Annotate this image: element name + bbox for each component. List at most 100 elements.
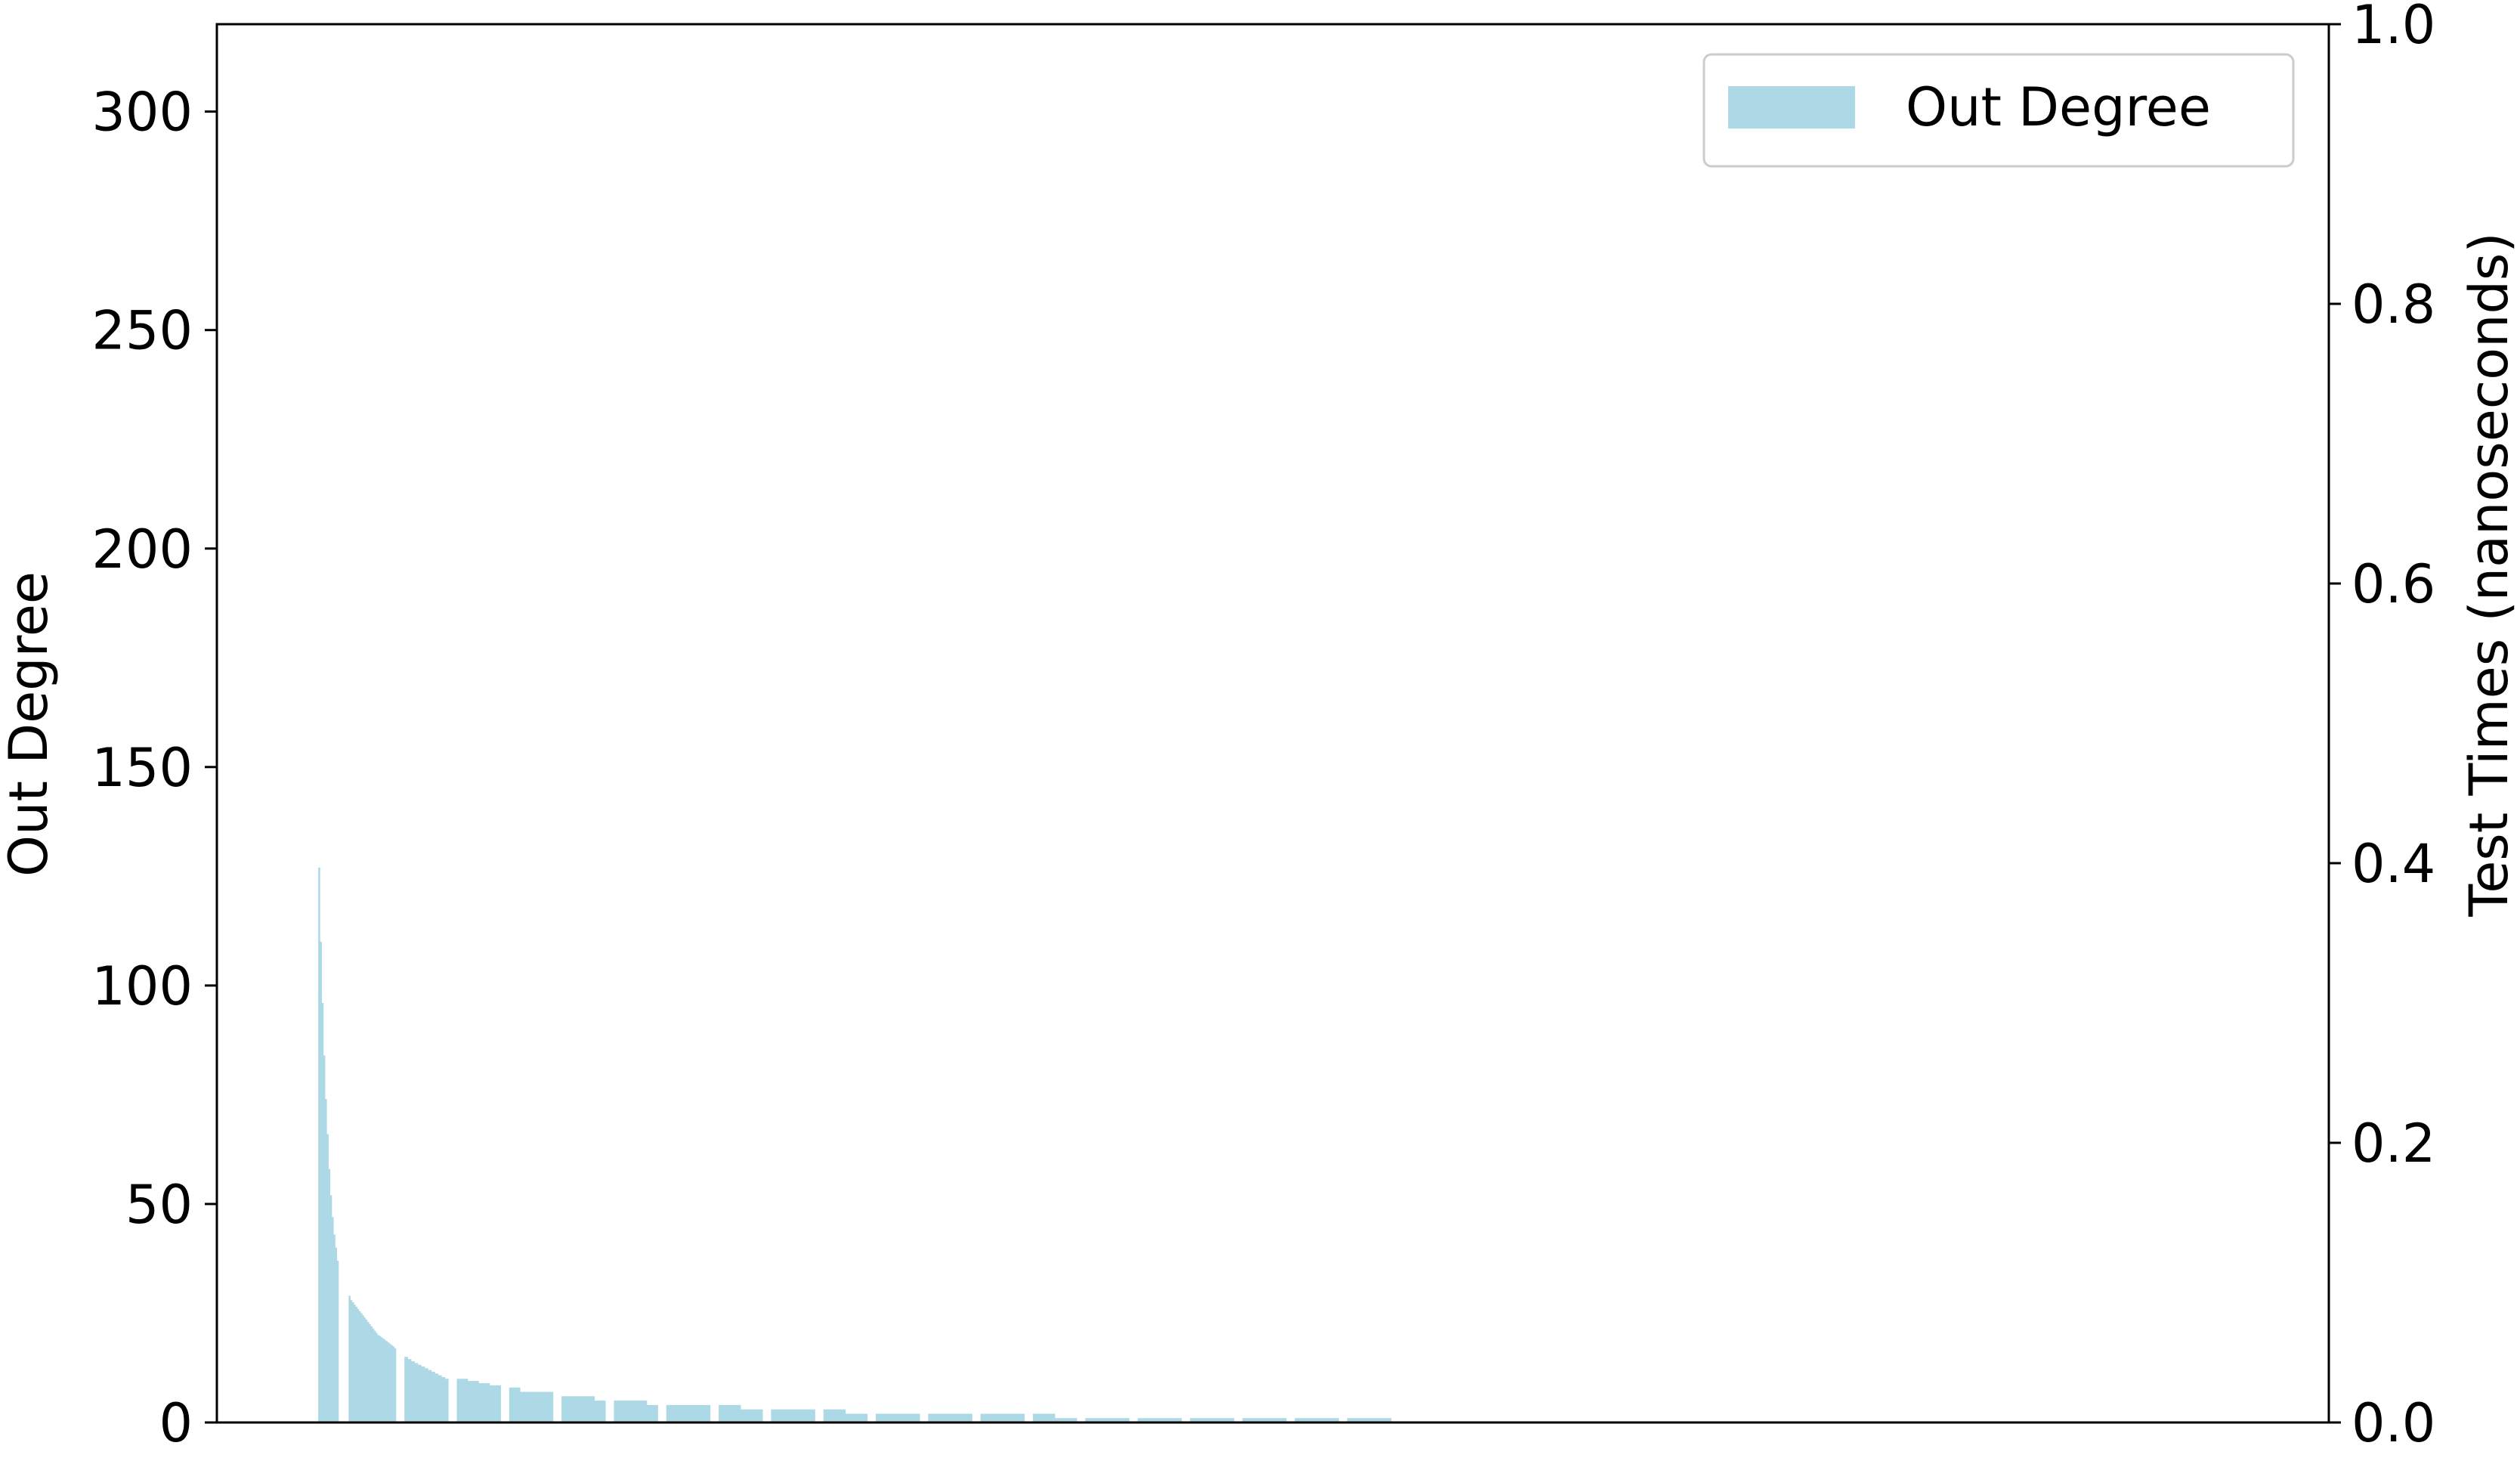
bar	[1242, 1418, 1265, 1422]
bar	[950, 1413, 972, 1422]
bar	[635, 1401, 648, 1422]
bar	[1107, 1418, 1130, 1422]
y-tick-label-right: 0.2	[2351, 1113, 2435, 1175]
bar	[583, 1396, 595, 1422]
bar	[348, 1295, 351, 1422]
bar	[688, 1404, 711, 1423]
bar	[1212, 1418, 1235, 1422]
bar	[329, 1195, 332, 1423]
bar	[323, 1055, 326, 1423]
bar	[741, 1409, 763, 1422]
bar	[379, 1336, 382, 1422]
bar	[1159, 1418, 1183, 1422]
bar	[1055, 1418, 1078, 1422]
y-tick-label-right: 0.6	[2351, 553, 2435, 615]
bar	[1347, 1418, 1370, 1422]
bar	[333, 1234, 335, 1422]
bar	[414, 1363, 419, 1423]
bar	[367, 1322, 369, 1422]
bar	[434, 1373, 439, 1422]
bar	[377, 1335, 379, 1423]
bar	[898, 1413, 920, 1422]
bar	[594, 1401, 606, 1422]
bar	[350, 1300, 353, 1423]
bar	[369, 1323, 371, 1422]
bar	[431, 1371, 435, 1422]
bar	[358, 1311, 361, 1422]
bar	[624, 1401, 636, 1422]
legend: Out Degree	[1702, 53, 2295, 168]
bar	[1137, 1418, 1160, 1422]
bar	[428, 1370, 432, 1423]
bar	[520, 1391, 532, 1422]
y-tick-label-right: 0.8	[2351, 274, 2435, 336]
bar	[1189, 1418, 1213, 1422]
bar	[876, 1413, 898, 1422]
bar	[438, 1375, 442, 1422]
y-tick-label-right: 0.4	[2351, 833, 2435, 895]
bar	[418, 1364, 422, 1422]
legend-label-out-degree: Out Degree	[1906, 76, 2211, 138]
y-axis-label-left: Out Degree	[0, 571, 60, 877]
bar	[468, 1381, 479, 1422]
bar	[1032, 1413, 1056, 1422]
bar	[382, 1339, 385, 1422]
bars-layer	[318, 867, 1392, 1423]
bar	[1002, 1413, 1025, 1422]
y-tick-label-left: 300	[91, 82, 193, 144]
bar	[509, 1387, 521, 1422]
bar	[719, 1404, 741, 1423]
legend-box	[1702, 53, 2295, 168]
bar	[394, 1348, 397, 1422]
y-tick-label-left: 100	[91, 955, 193, 1017]
bar	[980, 1413, 1003, 1422]
bar	[321, 1003, 324, 1422]
bar	[614, 1401, 626, 1422]
bar	[389, 1343, 391, 1422]
bar	[360, 1313, 363, 1422]
y-tick-label-right: 0.0	[2351, 1392, 2435, 1454]
bar	[380, 1337, 383, 1422]
bar	[456, 1379, 468, 1422]
bar	[351, 1302, 354, 1422]
bar	[421, 1367, 425, 1422]
bar	[572, 1396, 584, 1422]
bar	[325, 1099, 327, 1422]
bar	[444, 1379, 449, 1422]
bar	[845, 1413, 868, 1422]
right-y-axis: 0.0 0.2 0.4 0.6 0.8 1.0	[2329, 0, 2435, 1454]
bar	[362, 1315, 364, 1422]
bar	[370, 1326, 373, 1422]
bar	[384, 1339, 386, 1422]
bar	[666, 1404, 689, 1423]
bar	[1294, 1418, 1317, 1422]
bar	[1085, 1418, 1108, 1422]
bar	[425, 1368, 428, 1422]
bar	[823, 1409, 846, 1422]
y-tick-label-left: 200	[91, 519, 193, 580]
bar	[326, 1134, 329, 1422]
bar	[928, 1413, 951, 1422]
bar	[328, 1169, 331, 1422]
bar	[318, 867, 320, 1422]
bar	[385, 1341, 388, 1422]
bar	[404, 1357, 408, 1422]
bar	[332, 1217, 334, 1422]
bar	[391, 1345, 393, 1422]
bar	[365, 1320, 368, 1422]
bar	[793, 1409, 815, 1422]
y-axis-label-right: Test Times (nanoseconds)	[2458, 232, 2520, 917]
bar	[387, 1342, 390, 1422]
bar	[1316, 1418, 1340, 1422]
plot-frame	[215, 23, 2330, 1424]
y-tick-label-left: 0	[159, 1392, 193, 1454]
bar	[336, 1261, 339, 1422]
bar	[478, 1382, 490, 1422]
bar	[647, 1404, 658, 1423]
bar	[411, 1361, 415, 1422]
bar	[354, 1304, 356, 1422]
y-tick-label-left: 250	[91, 300, 193, 362]
bar	[373, 1330, 376, 1422]
